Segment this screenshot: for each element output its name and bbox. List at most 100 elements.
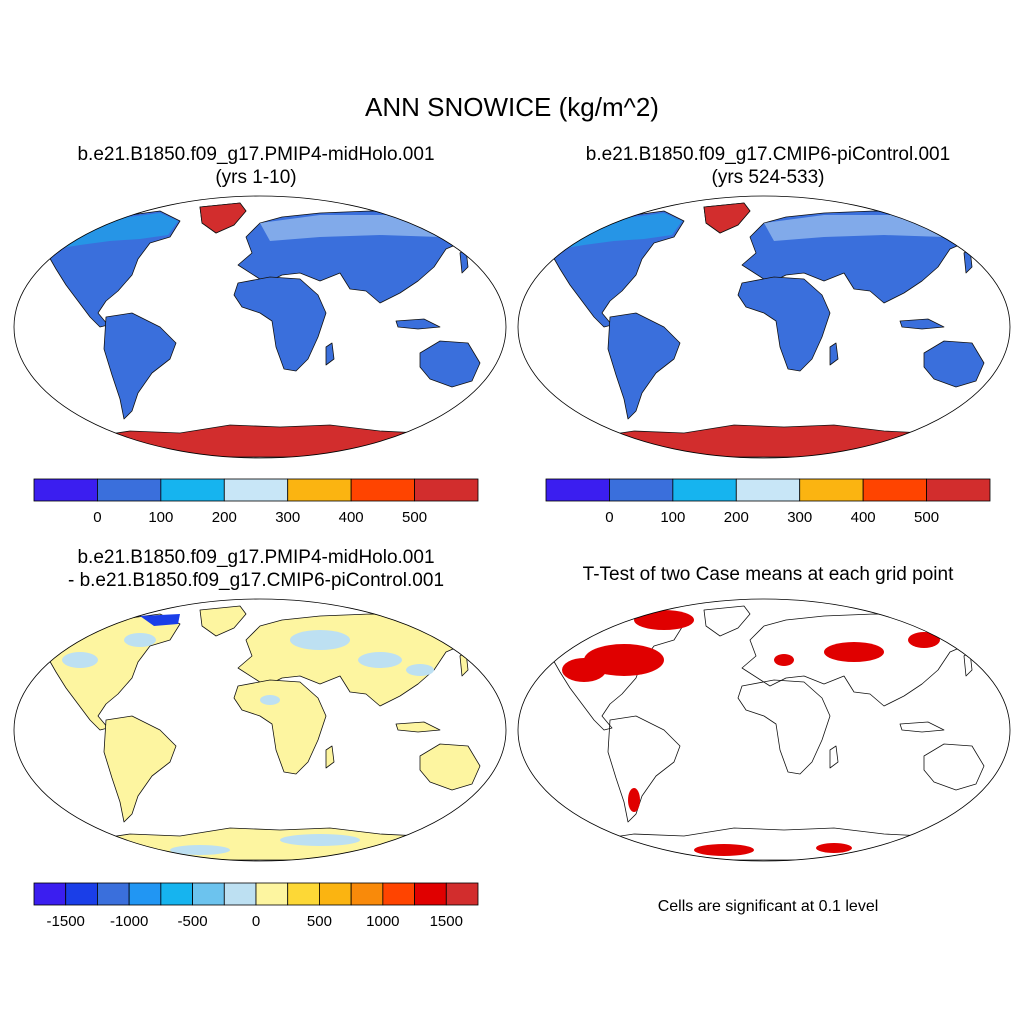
panel-c-title-line1: b.e21.B1850.f09_g17.PMIP4-midHolo.001 [77,547,435,568]
landmass-japan [963,248,973,274]
colorbar-b-swatch [672,478,737,502]
colorbar-a-swatch [160,478,225,502]
main-title: ANN SNOWICE (kg/m^2) [365,92,659,122]
colorbar-c-tick-label: 1500 [430,913,463,930]
landmass-africa [233,679,327,775]
colorbar-c-swatch [192,882,225,906]
colorbar-b: 0 100 200 300 400 500 [545,478,991,526]
landmass-greenland [703,605,751,637]
diff-patch-1 [124,633,156,647]
landmass-africa [737,276,831,372]
colorbar-c: -1500 -1000 -500 0 500 1000 1500 [33,882,479,930]
colorbar-c-tick-label: 1000 [366,913,399,930]
colorbar-c-tick-label: 0 [252,913,260,930]
significant-cells-2 [634,610,694,630]
greenland-ice [199,202,247,234]
landmass-japan [459,651,469,677]
landmass-newzealand [993,791,1003,815]
colorbar-b-swatch [862,478,927,502]
landmass-southAmerica [103,312,177,420]
significant-cells-8 [816,843,852,853]
colorbar-a-tick-label: 100 [148,509,173,526]
colorbar-c-swatch [223,882,257,906]
antarctica-ice [593,424,943,458]
landmass-indonesia [899,721,945,733]
colorbar-a-swatch [414,478,479,502]
landmass-indonesia [899,318,945,330]
colorbar-c-swatch [65,882,98,906]
colorbar-b-swatch [926,478,991,502]
landmass-southAmerica [103,715,177,823]
diff-negative-arctic [140,614,180,626]
panel-c-title-line2: - b.e21.B1850.f09_g17.CMIP6-piControl.00… [67,570,445,591]
colorbar-a-tick-label: 300 [275,509,300,526]
landmass-australia [923,340,985,388]
antarctica-diff [89,827,439,861]
diff-patch-4 [260,695,280,705]
colorbar-c-swatch [287,882,320,906]
colorbar-a: 0 100 200 300 400 500 [33,478,479,526]
significance-footnote: Cells are significant at 0.1 level [657,898,879,915]
landmass-newzealand [489,791,499,815]
diff-patch-6 [170,845,230,855]
map-b [517,195,1011,459]
landmass-southAmerica [607,715,681,823]
antarctica-ice [89,424,439,458]
colorbar-c-swatch [414,882,447,906]
colorbar-a-swatch [97,478,162,502]
landmass-newzealand [993,388,1003,412]
landmass-northAmerica [29,613,181,731]
colorbar-b-tick-label: 300 [787,509,812,526]
significant-cells-1 [562,658,606,682]
landmass-eurasia [741,613,977,707]
landmass-madagascar [325,342,335,366]
colorbar-b-swatch [609,478,674,502]
colorbar-b-tick-label: 0 [605,509,613,526]
panel-d-title: T-Test of two Case means at each grid po… [512,563,1024,586]
landmass-madagascar [829,745,839,769]
map-d-land [533,605,1003,861]
colorbar-a-tick-label: 400 [339,509,364,526]
map-c-land [29,605,499,861]
landmass-japan [963,651,973,677]
landmass-indonesia [395,318,441,330]
map-b-land [533,202,1003,458]
colorbar-c-swatch [382,882,415,906]
panel-a-title-line2: (yrs 1-10) [215,167,297,188]
panel-a-title: b.e21.B1850.f09_g17.PMIP4-midHolo.001 (y… [0,143,512,189]
map-c [13,598,507,862]
colorbar-a-swatch [287,478,352,502]
colorbar-c-tick-label: -1500 [47,913,85,930]
colorbar-a-tick-label: 0 [93,509,101,526]
landmass-southAmerica [607,312,681,420]
map-c-border [13,598,507,862]
significant-cells-6 [628,788,640,812]
colorbar-c-tick-label: -500 [178,913,208,930]
diff-patch-7 [406,664,434,676]
panel-d-title-line1: T-Test of two Case means at each grid po… [582,564,954,585]
colorbar-a-swatch [350,478,415,502]
colorbar-c-swatch [128,882,162,906]
panel-a-title-line1: b.e21.B1850.f09_g17.PMIP4-midHolo.001 [77,144,435,165]
colorbar-b-swatch [799,478,864,502]
colorbar-c-tick-label: -1000 [110,913,148,930]
panel-b-title: b.e21.B1850.f09_g17.CMIP6-piControl.001 … [512,143,1024,189]
diff-patch-0 [62,652,98,668]
landmass-africa [737,679,831,775]
colorbar-c-swatch [255,882,289,906]
colorbar-c-swatch [350,882,384,906]
landmass-australia [419,340,481,388]
landmass-africa [233,276,327,372]
colorbar-c-swatch [33,882,67,906]
map-a-border [13,195,507,459]
landmass-australia [419,743,481,791]
antarctica-outline [593,827,943,861]
map-d-border [517,598,1011,862]
colorbar-b-tick-label: 400 [851,509,876,526]
landmass-greenland [199,605,247,637]
significant-cells-5 [774,654,794,666]
diff-patch-2 [290,630,350,650]
colorbar-c-tick-label: 500 [307,913,332,930]
map-b-border [517,195,1011,459]
